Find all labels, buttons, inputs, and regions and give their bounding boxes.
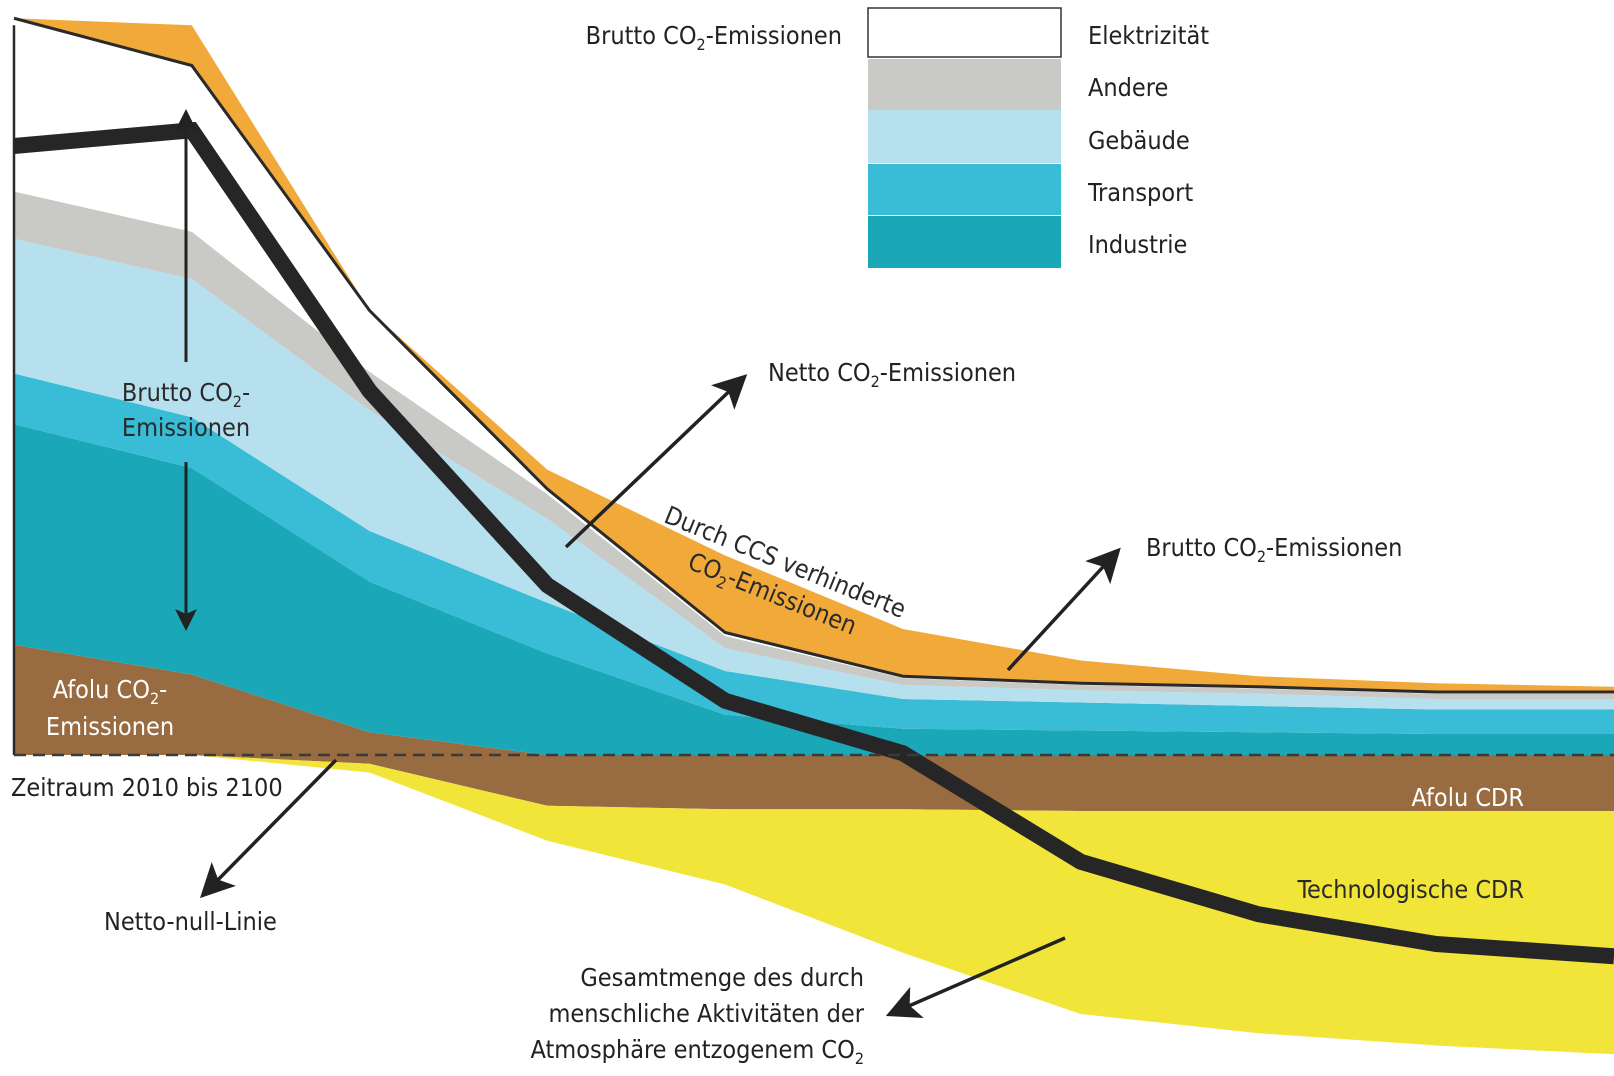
tech-cdr-label: Technologische CDR xyxy=(1297,875,1525,904)
legend-gross-label: Brutto CO2-Emissionen xyxy=(586,21,842,54)
legend-swatch-elektrizitaet xyxy=(867,7,1062,58)
gesamt-label-line2: menschliche Aktivitäten der xyxy=(548,999,864,1028)
netto-emissions-label: Netto CO2-Emissionen xyxy=(768,358,1016,391)
area-layers xyxy=(14,18,1614,1055)
gross-emissions-label-line1: Brutto CO2- xyxy=(122,378,250,411)
area-andere xyxy=(14,191,1614,699)
area-transport xyxy=(14,373,1614,734)
area-afolu-cdr xyxy=(14,755,1614,811)
netto-null-label: Netto-null-Linie xyxy=(104,907,277,936)
legend-swatch-andere xyxy=(868,59,1061,110)
legend-label-transport: Transport xyxy=(1087,178,1193,207)
area-afolu-emissions xyxy=(14,644,1614,755)
afolu-cdr-label: Afolu CDR xyxy=(1412,783,1524,812)
area-technological-cdr xyxy=(14,755,1614,1055)
net-emissions-line xyxy=(13,121,1614,965)
area-gebude xyxy=(14,238,1614,710)
netto-null-arrow xyxy=(199,758,338,899)
legend-label-gebaeude: Gebäude xyxy=(1088,126,1190,155)
gesamt-label-line1: Gesamtmenge des durch xyxy=(580,963,864,992)
afolu-emissions-label-line2: Emissionen xyxy=(46,712,174,741)
x-axis-label: Zeitraum 2010 bis 2100 xyxy=(11,773,283,802)
gesamt-arrow xyxy=(885,936,1066,1019)
legend-swatch-transport xyxy=(868,164,1061,215)
brutto-emissions-right-label: Brutto CO2-Emissionen xyxy=(1146,533,1402,566)
line-layers xyxy=(12,16,1614,965)
legend: Elektrizität Andere Gebäude Transport In… xyxy=(586,7,1209,268)
gross-emissions-line xyxy=(13,16,1614,694)
area-elektrizitt xyxy=(14,18,1614,694)
gross-emissions-label-line2: Emissionen xyxy=(122,413,250,442)
area-industrie xyxy=(14,424,1614,755)
gesamt-label-line3: Atmosphäre entzogenem CO2 xyxy=(531,1035,864,1068)
legend-label-andere: Andere xyxy=(1088,73,1168,102)
legend-label-elektrizitaet: Elektrizität xyxy=(1088,21,1209,50)
netto-arrow xyxy=(564,374,748,549)
legend-swatch-industrie xyxy=(868,216,1061,268)
brutto-right-arrow xyxy=(1006,547,1121,672)
afolu-emissions-label-line1: Afolu CO2- xyxy=(53,675,168,708)
legend-swatch-gebaeude xyxy=(868,110,1061,163)
legend-label-industrie: Industrie xyxy=(1088,230,1187,259)
